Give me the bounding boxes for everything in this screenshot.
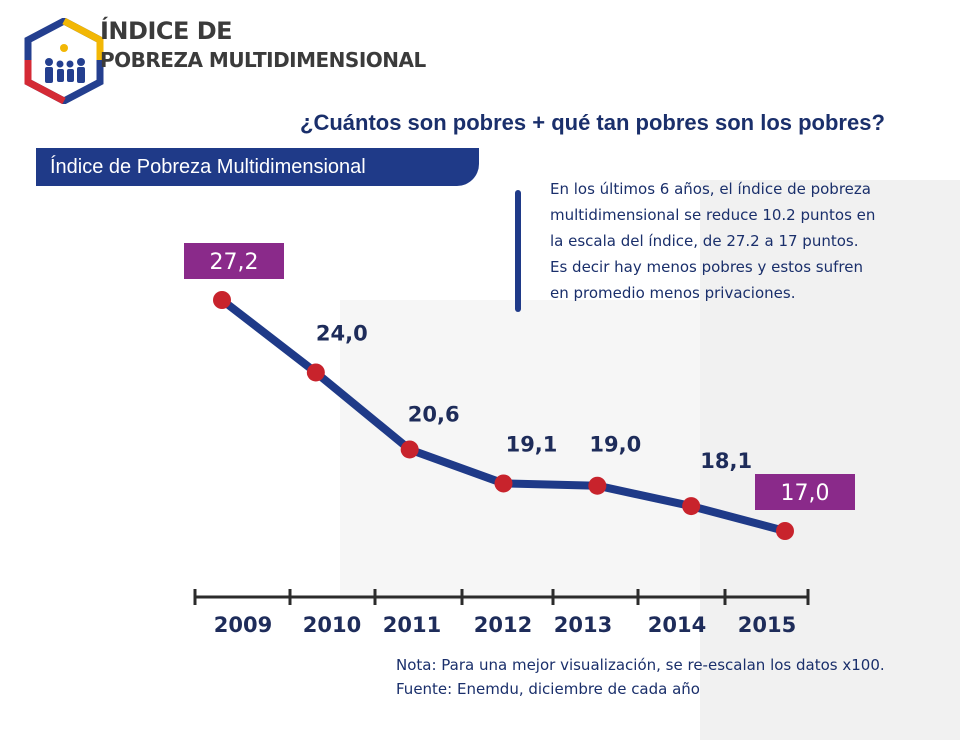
logo-title-line2: POBREZA MULTIDIMENSIONAL (100, 48, 426, 72)
data-point (588, 476, 607, 495)
data-label: 18,1 (700, 449, 752, 473)
x-tick-label: 2014 (648, 613, 706, 637)
data-labels: 27,2 24,0 20,6 19,1 19,0 18,1 17,0 (184, 243, 855, 510)
x-tick-label: 2011 (383, 613, 441, 637)
x-tick-label: 2010 (303, 613, 361, 637)
data-label: 19,0 (589, 433, 641, 457)
footnote-note: Nota: Para una mejor visualización, se r… (396, 656, 885, 674)
section-banner: Índice de Pobreza Multidimensional (36, 148, 479, 186)
logo-title-line1: ÍNDICE DE (100, 17, 233, 45)
series-line (218, 296, 789, 535)
page-title: ¿Cuántos son pobres + qué tan pobres son… (300, 110, 885, 135)
data-label-box (755, 474, 855, 510)
description-text: En los últimos 6 años, el índice de pobr… (550, 180, 876, 302)
data-label: 19,1 (506, 432, 558, 456)
data-point (494, 474, 513, 493)
data-label: 20,6 (408, 402, 460, 426)
description-accent-bar (515, 190, 521, 312)
slide: ÍNDICE DE POBREZA MULTIDIMENSIONAL ¿Cuán… (24, 17, 960, 740)
background-shape (700, 180, 960, 740)
data-point (213, 291, 231, 309)
section-title: Índice de Pobreza Multidimensional (50, 155, 366, 178)
x-tick-label: 2013 (554, 613, 612, 637)
data-point (776, 522, 794, 540)
x-axis (193, 589, 810, 605)
x-tick-label: 2012 (474, 613, 532, 637)
data-label: 17,0 (781, 481, 830, 506)
data-label-box (184, 243, 284, 279)
x-tick-label: 2009 (214, 613, 272, 637)
line-chart: 27,2 24,0 20,6 19,1 19,0 18,1 17,0 2009 2010 201… (184, 243, 855, 637)
data-point (306, 363, 325, 382)
data-point (682, 497, 701, 516)
logo-emblem-icon (24, 18, 104, 104)
background-shape (340, 300, 700, 600)
data-points (213, 291, 794, 540)
data-point (400, 440, 419, 459)
data-label: 24,0 (316, 321, 368, 345)
x-tick-labels: 2009 2010 2011 2012 2013 2014 2015 (214, 613, 796, 637)
logo (24, 18, 104, 104)
data-label: 27,2 (210, 250, 259, 275)
x-tick-label: 2015 (738, 613, 796, 637)
footnote-source: Fuente: Enemdu, diciembre de cada año (396, 680, 700, 698)
